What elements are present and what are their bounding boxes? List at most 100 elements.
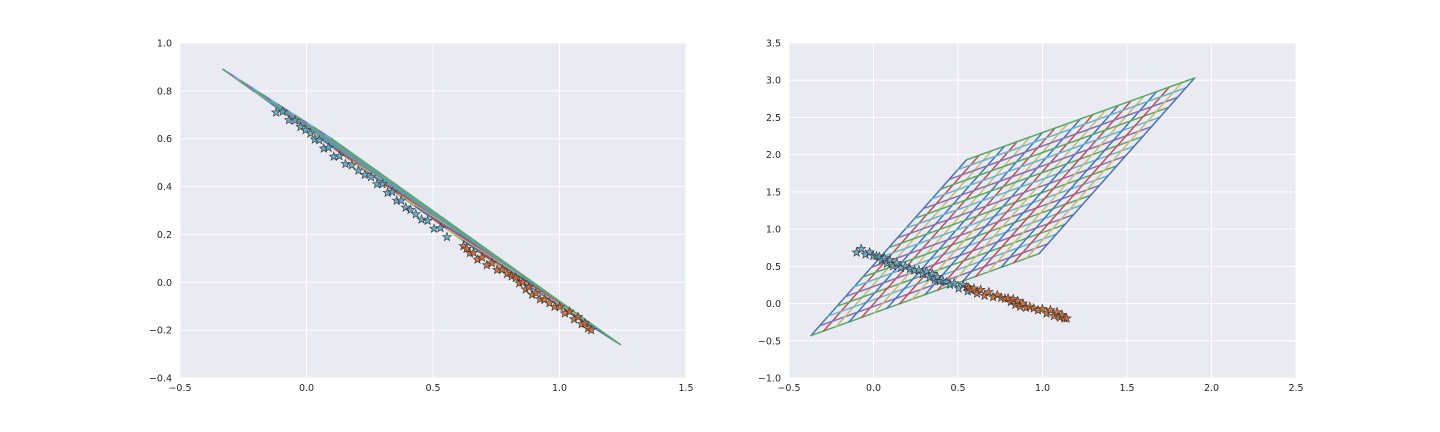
x-tick-label: 1.5 <box>678 383 693 394</box>
star-marker <box>283 114 295 125</box>
mesh-line <box>965 77 1196 161</box>
star-marker <box>400 202 411 212</box>
star-marker <box>932 271 943 282</box>
y-tick-label: 0.6 <box>157 134 172 145</box>
mesh-line <box>1025 81 1183 259</box>
y-tick-label: 1.5 <box>766 187 781 198</box>
star-marker <box>441 231 453 242</box>
star-marker <box>359 169 371 180</box>
star-marker <box>405 204 416 215</box>
mesh-line <box>948 96 1179 181</box>
star-marker <box>921 265 932 276</box>
y-tick-label: 0.8 <box>157 86 172 97</box>
star-marker <box>334 150 345 161</box>
star-marker <box>975 284 986 295</box>
star-marker <box>523 281 535 292</box>
star-marker <box>554 301 565 312</box>
star-marker <box>416 213 427 224</box>
star-marker <box>314 134 325 145</box>
mesh-line <box>1038 77 1196 255</box>
x-tick-label: 1.5 <box>1119 383 1134 394</box>
star-marker <box>948 277 960 288</box>
star-marker <box>913 264 925 275</box>
star-marker <box>517 276 528 287</box>
y-tick-label: −1.0 <box>758 374 781 385</box>
left-plot: −0.5 0.0 0.5 1.0 1.5 −0.4 −0.2 0.0 0.2 0.4 0.6 0.8 1… <box>149 39 694 395</box>
star-marker <box>927 268 938 279</box>
star-marker <box>305 127 316 138</box>
star-marker <box>879 252 890 263</box>
star-marker <box>539 294 550 305</box>
star-marker <box>983 286 995 297</box>
right-plot: −0.5 0.0 0.5 1.0 1.5 2.0 2.5−1.0−0.50.00.51.01… <box>758 39 1304 395</box>
y-tick-label: 2.0 <box>766 150 781 161</box>
star-marker <box>387 186 398 197</box>
y-tick-label: 0.0 <box>157 278 172 289</box>
star-marker <box>435 222 446 233</box>
x-tick-label: 0.0 <box>299 383 314 394</box>
y-tick-label: 1.0 <box>157 39 172 50</box>
star-marker <box>534 293 546 304</box>
star-marker <box>340 158 351 169</box>
star-marker <box>323 142 334 153</box>
y-tick-label: −0.4 <box>149 374 172 385</box>
x-tick-label: 1.0 <box>552 383 567 394</box>
plot-content <box>222 68 621 346</box>
star-marker <box>572 311 584 322</box>
x-tick-label: −0.5 <box>168 383 191 394</box>
star-marker <box>365 171 377 182</box>
x-tick-label: 0.5 <box>950 383 965 394</box>
x-tick-label: 0.5 <box>425 383 440 394</box>
star-marker <box>564 306 575 316</box>
star-marker <box>1017 297 1029 308</box>
star-marker <box>377 178 388 189</box>
star-marker <box>289 115 301 125</box>
mesh-line <box>939 106 1170 190</box>
star-marker <box>1048 310 1060 321</box>
y-tick-label: 0.0 <box>766 299 781 310</box>
star-marker <box>422 215 433 226</box>
y-tick-label: 1.0 <box>766 225 781 236</box>
y-tick-label: −0.2 <box>149 326 172 337</box>
y-tick-label: 2.5 <box>766 113 781 124</box>
star-marker <box>277 106 288 117</box>
y-tick-label: 3.5 <box>766 39 781 50</box>
star-marker <box>544 297 555 308</box>
x-tick-label: 1.0 <box>1035 383 1050 394</box>
star-marker <box>1028 302 1039 313</box>
star-marker <box>585 324 597 335</box>
star-marker <box>395 195 407 205</box>
x-tick-label: 0.0 <box>866 383 881 394</box>
star-marker <box>353 165 364 175</box>
star-marker <box>510 272 521 283</box>
star-marker <box>900 260 911 271</box>
plot-content <box>810 77 1196 337</box>
y-tick-label: 0.4 <box>157 182 172 193</box>
star-marker <box>1045 304 1056 315</box>
star-marker <box>530 287 542 298</box>
mesh-line <box>1013 86 1170 264</box>
mesh-line <box>957 86 1187 171</box>
x-tick-label: −0.5 <box>777 383 800 394</box>
star-marker <box>968 282 980 293</box>
star-marker <box>497 264 508 274</box>
y-tick-label: 0.5 <box>766 262 781 273</box>
star-marker <box>1012 295 1023 306</box>
x-tick-label: 2.5 <box>1288 383 1303 394</box>
star-marker <box>1051 306 1063 317</box>
star-marker <box>884 254 896 265</box>
star-marker <box>855 243 867 254</box>
star-marker <box>346 159 358 170</box>
star-marker <box>1037 303 1048 314</box>
star-marker <box>461 243 472 254</box>
star-marker <box>549 301 560 312</box>
star-marker <box>1061 312 1072 323</box>
y-tick-label: 0.2 <box>157 230 172 241</box>
star-marker <box>501 268 513 279</box>
star-marker <box>891 257 903 268</box>
y-tick-label: 3.0 <box>766 76 781 87</box>
star-marker <box>476 251 488 262</box>
star-marker <box>904 263 916 274</box>
star-marker <box>486 257 498 268</box>
